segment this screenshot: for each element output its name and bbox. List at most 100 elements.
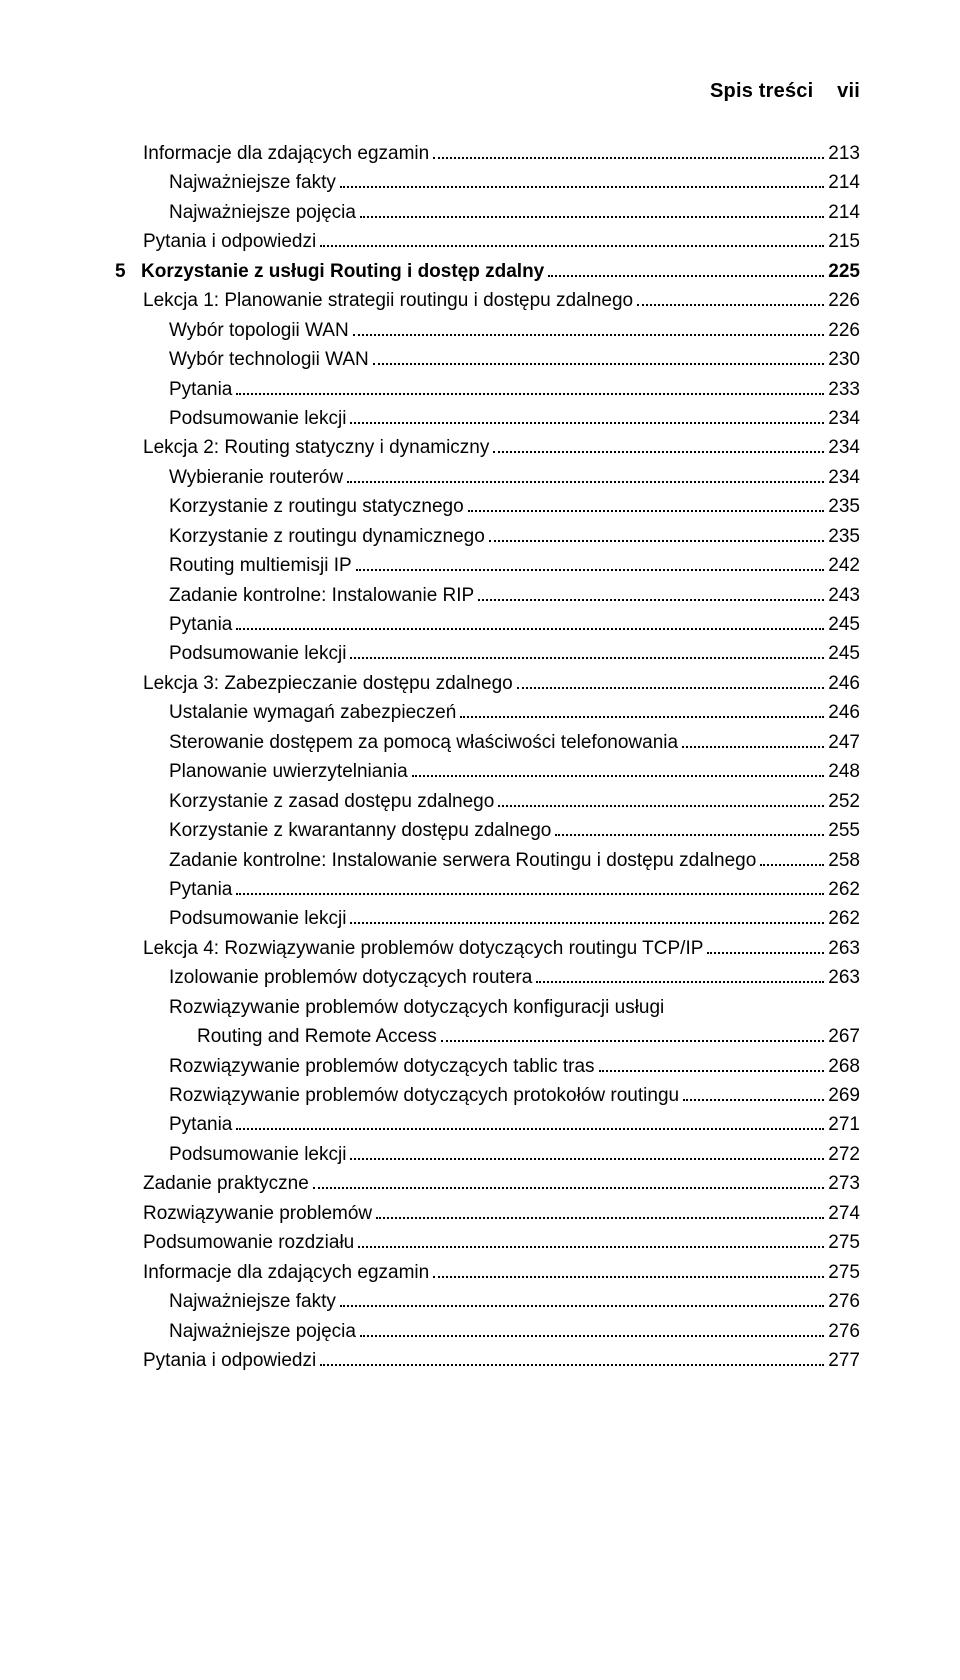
chapter-number: 5 [115, 257, 141, 286]
toc-page: 247 [828, 728, 860, 757]
leader-dots [358, 1237, 824, 1249]
toc-entry: Lekcja 3: Zabezpieczanie dostępu zdalneg… [115, 669, 860, 698]
toc-label: Korzystanie z zasad dostępu zdalnego [169, 787, 494, 816]
header-page-number: vii [837, 80, 860, 102]
leader-dots [489, 530, 825, 542]
toc-page: 242 [828, 551, 860, 580]
toc-entry: Korzystanie z zasad dostępu zdalnego 252 [115, 787, 860, 816]
toc-label: Ustalanie wymagań zabezpieczeń [169, 698, 456, 727]
toc-entry: Rozwiązywanie problemów dotyczących tabl… [115, 1052, 860, 1081]
toc-label: Informacje dla zdających egzamin [143, 1258, 429, 1287]
toc-label: Najważniejsze pojęcia [169, 198, 356, 227]
toc-label: Najważniejsze fakty [169, 168, 336, 197]
toc-page: 252 [828, 787, 860, 816]
leader-dots [637, 295, 824, 307]
toc-page: 214 [828, 198, 860, 227]
toc-label: Rozwiązywanie problemów dotyczących konf… [169, 993, 664, 1022]
toc-label: Korzystanie z routingu statycznego [169, 492, 464, 521]
leader-dots [460, 707, 824, 719]
toc-page: 268 [828, 1052, 860, 1081]
toc-entry: Rozwiązywanie problemów dotyczących prot… [115, 1081, 860, 1110]
leader-dots [555, 825, 824, 837]
leader-dots [350, 913, 824, 925]
toc-page: 262 [828, 875, 860, 904]
header-title: Spis treści [710, 80, 813, 102]
leader-dots [517, 677, 825, 689]
toc-label: Korzystanie z usługi Routing i dostęp zd… [141, 257, 544, 286]
toc-entry: Sterowanie dostępem za pomocą właściwośc… [115, 728, 860, 757]
toc-page: 255 [828, 816, 860, 845]
leader-dots [350, 648, 824, 660]
toc-label: Pytania i odpowiedzi [143, 1346, 316, 1375]
leader-dots [433, 148, 824, 160]
leader-dots [350, 1148, 824, 1160]
leader-dots [376, 1207, 824, 1219]
toc-label: Rozwiązywanie problemów [143, 1199, 372, 1228]
toc-label: Routing and Remote Access [197, 1022, 437, 1051]
leader-dots [360, 206, 824, 218]
toc-label: Podsumowanie rozdziału [143, 1228, 354, 1257]
toc-page: 263 [828, 963, 860, 992]
toc-entry: Wybór topologii WAN226 [115, 316, 860, 345]
toc-entry-continuation: Routing and Remote Access 267 [115, 1022, 860, 1051]
toc-entry: Lekcja 4: Rozwiązywanie problemów dotycz… [115, 934, 860, 963]
toc-page: 245 [828, 610, 860, 639]
toc-label: Lekcja 3: Zabezpieczanie dostępu zdalneg… [143, 669, 513, 698]
toc-page: 234 [828, 433, 860, 462]
toc-label: Pytania [169, 375, 232, 404]
toc-label: Zadanie kontrolne: Instalowanie serwera … [169, 846, 756, 875]
toc-label: Podsumowanie lekcji [169, 904, 346, 933]
leader-dots [353, 324, 825, 336]
toc-page: 230 [828, 345, 860, 374]
table-of-contents: Informacje dla zdających egzamin213Najwa… [115, 139, 860, 1375]
toc-entry: Podsumowanie lekcji234 [115, 404, 860, 433]
leader-dots [356, 560, 825, 572]
toc-label: Lekcja 2: Routing statyczny i dynamiczny [143, 433, 489, 462]
leader-dots [347, 471, 824, 483]
toc-entry: Rozwiązywanie problemów dotyczących konf… [115, 993, 860, 1022]
toc-page: 248 [828, 757, 860, 786]
toc-label: Zadanie kontrolne: Instalowanie RIP [169, 581, 474, 610]
toc-entry: Zadanie kontrolne: Instalowanie serwera … [115, 846, 860, 875]
toc-entry: Podsumowanie lekcji245 [115, 639, 860, 668]
toc-entry: Lekcja 2: Routing statyczny i dynamiczny… [115, 433, 860, 462]
toc-entry: Informacje dla zdających egzamin275 [115, 1258, 860, 1287]
leader-dots [236, 383, 824, 395]
toc-page: 276 [828, 1317, 860, 1346]
toc-label: Najważniejsze pojęcia [169, 1317, 356, 1346]
leader-dots [493, 442, 824, 454]
toc-entry: Korzystanie z routingu statycznego235 [115, 492, 860, 521]
toc-entry: Podsumowanie rozdziału 275 [115, 1228, 860, 1257]
leader-dots [350, 412, 824, 424]
toc-page: 226 [828, 286, 860, 315]
toc-entry: Podsumowanie lekcji262 [115, 904, 860, 933]
leader-dots [536, 972, 824, 984]
leader-dots [441, 1031, 825, 1043]
toc-page: 213 [828, 139, 860, 168]
toc-entry: Planowanie uwierzytelniania 248 [115, 757, 860, 786]
toc-entry: Routing multiemisji IP 242 [115, 551, 860, 580]
leader-dots [236, 883, 824, 895]
leader-dots [478, 589, 824, 601]
toc-entry: Pytania i odpowiedzi277 [115, 1346, 860, 1375]
toc-page: 243 [828, 581, 860, 610]
toc-page: 275 [828, 1228, 860, 1257]
toc-label: Wybieranie routerów [169, 463, 343, 492]
toc-label: Podsumowanie lekcji [169, 639, 346, 668]
toc-entry: Pytania262 [115, 875, 860, 904]
toc-label: Routing multiemisji IP [169, 551, 352, 580]
toc-page: 269 [828, 1081, 860, 1110]
leader-dots [682, 736, 824, 748]
toc-page: 258 [828, 846, 860, 875]
leader-dots [373, 354, 825, 366]
toc-label: Korzystanie z kwarantanny dostępu zdalne… [169, 816, 551, 845]
toc-label: Pytania [169, 610, 232, 639]
toc-entry: Pytania 245 [115, 610, 860, 639]
toc-page: 267 [828, 1022, 860, 1051]
toc-entry: Najważniejsze pojęcia 214 [115, 198, 860, 227]
toc-entry: Informacje dla zdających egzamin213 [115, 139, 860, 168]
leader-dots [707, 942, 824, 954]
toc-label: Sterowanie dostępem za pomocą właściwośc… [169, 728, 678, 757]
toc-label: Planowanie uwierzytelniania [169, 757, 408, 786]
toc-entry: Pytania233 [115, 375, 860, 404]
